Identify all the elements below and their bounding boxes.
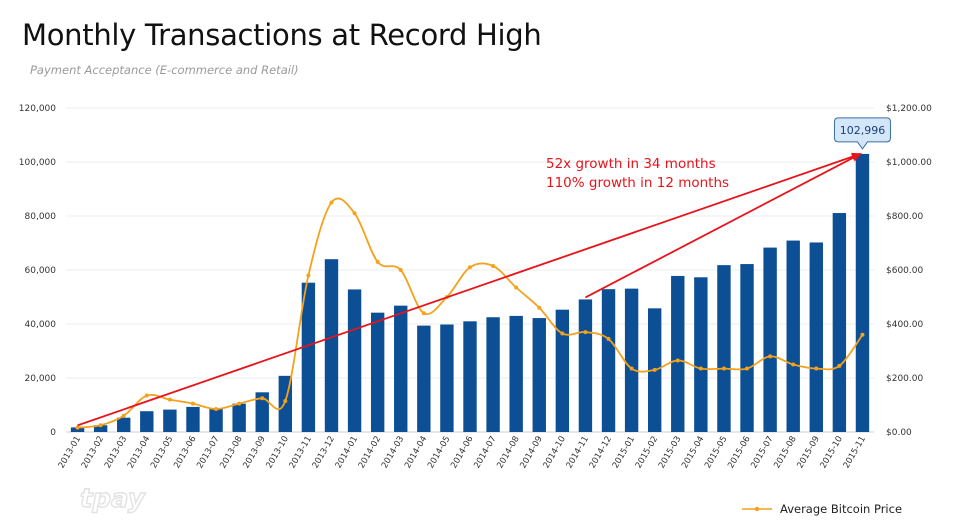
price-point bbox=[468, 265, 472, 270]
x-tick-label: 2015-11 bbox=[842, 435, 868, 471]
price-point bbox=[98, 423, 103, 428]
price-point bbox=[306, 273, 311, 278]
bar bbox=[117, 417, 131, 432]
bar bbox=[763, 247, 777, 432]
y-right-tick-label: $200.00 bbox=[886, 374, 923, 384]
bar bbox=[324, 259, 339, 432]
growth-arrow bbox=[77, 152, 862, 427]
y-left-tick-label: 100,000 bbox=[19, 158, 56, 168]
price-point bbox=[745, 366, 750, 371]
bar bbox=[786, 240, 800, 432]
price-point bbox=[814, 366, 819, 371]
y-right-tick-label: $1,200.00 bbox=[886, 104, 932, 114]
price-point bbox=[514, 285, 519, 290]
bar bbox=[163, 409, 177, 432]
bar bbox=[855, 153, 870, 432]
bar bbox=[417, 325, 431, 432]
y-right-tick-label: $400.00 bbox=[886, 320, 923, 330]
chart-title: Monthly Transactions at Record High bbox=[22, 18, 542, 52]
bar bbox=[694, 277, 708, 432]
bar bbox=[809, 242, 823, 432]
callout-box bbox=[833, 117, 891, 150]
annotation-growth-34: 52x growth in 34 months bbox=[546, 156, 716, 172]
tpay-logo: tpay bbox=[80, 484, 146, 514]
y-left-tick-label: 60,000 bbox=[25, 266, 57, 276]
bar bbox=[370, 312, 385, 432]
price-point bbox=[721, 366, 726, 371]
price-point bbox=[629, 366, 634, 371]
bar bbox=[717, 265, 731, 432]
value-callout: 102,996 bbox=[833, 117, 891, 150]
price-point bbox=[329, 200, 334, 205]
price-point bbox=[144, 393, 149, 398]
y-left-tick-label: 80,000 bbox=[25, 212, 57, 222]
price-line bbox=[77, 197, 864, 429]
bar bbox=[93, 425, 108, 432]
bar bbox=[440, 324, 454, 432]
price-point bbox=[75, 425, 80, 430]
bar bbox=[347, 289, 362, 432]
bar bbox=[624, 288, 639, 432]
legend-label: Average Bitcoin Price bbox=[780, 502, 902, 516]
price-point bbox=[352, 211, 357, 216]
bar bbox=[255, 392, 269, 432]
price-point bbox=[606, 336, 611, 341]
bar bbox=[232, 403, 246, 432]
price-point bbox=[237, 401, 242, 406]
price-point bbox=[375, 259, 380, 264]
bar bbox=[671, 275, 685, 432]
bar bbox=[394, 305, 408, 432]
price-point bbox=[583, 330, 588, 335]
bar bbox=[186, 406, 200, 432]
bar bbox=[70, 427, 85, 432]
price-point bbox=[837, 363, 842, 368]
y-left-tick-label: 40,000 bbox=[25, 320, 57, 330]
y-right-tick-label: $600.00 bbox=[886, 266, 923, 276]
bar bbox=[209, 408, 223, 432]
callout-label: 102,996 bbox=[840, 124, 886, 137]
bar bbox=[740, 264, 754, 432]
price-point bbox=[860, 332, 865, 337]
bar bbox=[832, 213, 847, 432]
y-left-tick-label: 0 bbox=[50, 428, 56, 438]
price-point bbox=[260, 396, 265, 401]
bar bbox=[301, 282, 316, 432]
bar bbox=[140, 411, 154, 432]
annotations: 52x growth in 34 months 110% growth in 1… bbox=[77, 152, 862, 427]
price-point bbox=[214, 407, 219, 412]
bar bbox=[555, 309, 570, 432]
price-point bbox=[121, 413, 126, 418]
y-right-tick-label: $800.00 bbox=[886, 212, 923, 222]
y-left-tick-label: 120,000 bbox=[19, 104, 56, 114]
y-right-tick-label: $1,000.00 bbox=[886, 158, 932, 168]
price-point bbox=[698, 366, 703, 371]
bar bbox=[601, 289, 616, 432]
bar-series bbox=[70, 153, 870, 432]
bar bbox=[463, 321, 477, 432]
price-point bbox=[652, 367, 657, 372]
price-point bbox=[791, 362, 796, 367]
y-left-tick-label: 20,000 bbox=[25, 374, 57, 384]
price-point bbox=[768, 354, 773, 359]
price-point bbox=[398, 268, 403, 272]
price-point bbox=[421, 311, 426, 316]
legend: Average Bitcoin Price bbox=[742, 502, 902, 516]
price-point bbox=[190, 401, 195, 406]
price-point bbox=[675, 358, 680, 363]
price-point bbox=[560, 331, 565, 336]
price-point bbox=[491, 263, 496, 268]
annotation-growth-12: 110% growth in 12 months bbox=[546, 175, 729, 191]
bar bbox=[578, 299, 593, 432]
bar bbox=[509, 315, 523, 432]
price-point bbox=[167, 397, 172, 402]
chart-subtitle: Payment Acceptance (E-commerce and Retai… bbox=[30, 63, 299, 77]
growth-arrow bbox=[585, 153, 862, 299]
bar bbox=[532, 318, 546, 432]
legend-marker bbox=[754, 506, 760, 512]
bar bbox=[486, 317, 500, 432]
price-point bbox=[537, 305, 542, 310]
price-point bbox=[283, 398, 288, 403]
y-right-tick-label: $0.00 bbox=[886, 428, 912, 438]
